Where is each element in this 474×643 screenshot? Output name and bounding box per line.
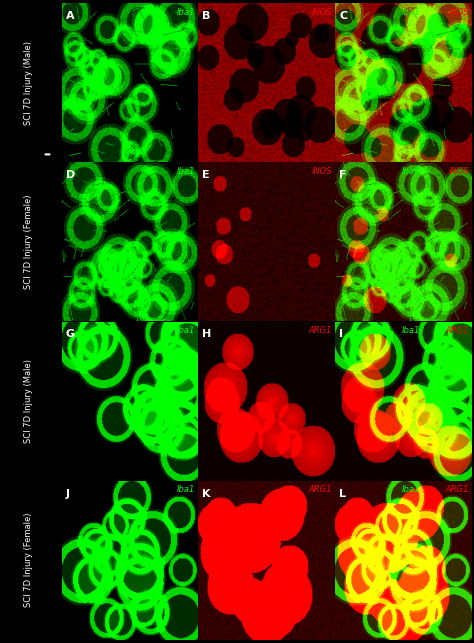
Text: ARG1: ARG1 bbox=[446, 326, 469, 335]
Text: J: J bbox=[66, 489, 70, 498]
Text: L: L bbox=[339, 489, 346, 498]
Text: I: I bbox=[339, 329, 343, 340]
Text: Iba1: Iba1 bbox=[177, 167, 196, 176]
Text: Iba1: Iba1 bbox=[177, 326, 196, 335]
Text: C: C bbox=[339, 11, 347, 21]
Text: Iba1: Iba1 bbox=[401, 167, 419, 176]
Text: SCI 7D Injury (Female): SCI 7D Injury (Female) bbox=[24, 513, 33, 608]
Text: D: D bbox=[66, 170, 75, 180]
Text: Iba1: Iba1 bbox=[177, 8, 196, 17]
Text: iNOS: iNOS bbox=[448, 167, 469, 176]
Text: H: H bbox=[202, 329, 211, 340]
Text: SCI 7D Injury (Male): SCI 7D Injury (Male) bbox=[24, 359, 33, 443]
Text: Iba1: Iba1 bbox=[177, 485, 196, 494]
Text: Iba1: Iba1 bbox=[401, 485, 419, 494]
Text: SCI 7D Injury (Male): SCI 7D Injury (Male) bbox=[24, 41, 33, 125]
Text: SCI 7D Injury (Female): SCI 7D Injury (Female) bbox=[24, 195, 33, 289]
Text: ARG1: ARG1 bbox=[446, 485, 469, 494]
Text: K: K bbox=[202, 489, 211, 498]
Text: B: B bbox=[202, 11, 211, 21]
Text: iNOS: iNOS bbox=[448, 8, 469, 17]
Text: A: A bbox=[66, 11, 74, 21]
Text: ARG1: ARG1 bbox=[309, 485, 332, 494]
Text: E: E bbox=[202, 170, 210, 180]
Text: Iba1: Iba1 bbox=[401, 326, 419, 335]
Text: Iba1: Iba1 bbox=[401, 8, 419, 17]
Text: G: G bbox=[66, 329, 75, 340]
Text: iNOS: iNOS bbox=[311, 8, 332, 17]
Text: ARG1: ARG1 bbox=[309, 326, 332, 335]
Text: F: F bbox=[339, 170, 346, 180]
Text: iNOS: iNOS bbox=[311, 167, 332, 176]
